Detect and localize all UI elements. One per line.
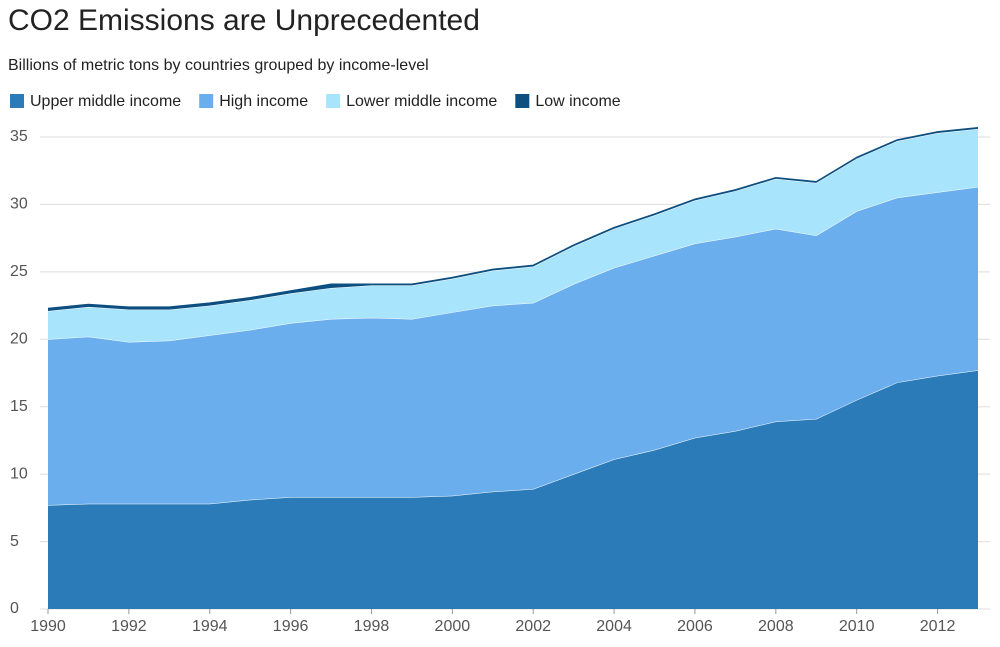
x-tick-label: 2012 <box>920 618 956 635</box>
legend-label: Low income <box>535 93 620 110</box>
area <box>48 128 978 342</box>
legend-label: High income <box>219 93 308 110</box>
x-tick-label: 1998 <box>354 618 390 635</box>
x-tick-label: 1996 <box>273 618 309 635</box>
x-tick-label: 1994 <box>192 618 228 635</box>
area-edge <box>47 127 979 309</box>
area <box>48 186 978 506</box>
legend-swatch <box>199 94 214 108</box>
chart-title: CO2 Emissions are Unprecedented <box>8 4 480 37</box>
y-tick-label: 25 <box>10 263 28 280</box>
x-tick-label: 1990 <box>30 618 66 635</box>
plot-area <box>47 127 979 609</box>
y-tick-label: 30 <box>10 196 28 213</box>
legend-swatch <box>515 94 530 108</box>
x-tick-label: 1992 <box>111 618 147 635</box>
x-tick-label: 2000 <box>435 618 471 635</box>
chart-subtitle: Billions of metric tons by countries gro… <box>8 57 429 74</box>
area <box>48 370 978 609</box>
x-tick-label: 2008 <box>758 618 794 635</box>
y-tick-label: 0 <box>10 600 19 617</box>
x-tick-label: 2006 <box>677 618 713 635</box>
y-tick-label: 15 <box>10 398 28 415</box>
x-tick-label: 2002 <box>515 618 551 635</box>
legend-label: Lower middle income <box>346 93 497 110</box>
legend: Upper middle income High income Lower midd… <box>10 93 621 110</box>
legend-swatch <box>326 94 341 108</box>
y-tick-label: 35 <box>10 128 28 145</box>
y-tick-label: 5 <box>10 533 19 550</box>
legend-swatch <box>10 94 24 108</box>
legend-label: Upper middle income <box>30 93 181 110</box>
x-tick-label: 2004 <box>596 618 632 635</box>
x-tick-label: 2010 <box>839 618 875 635</box>
area <box>48 127 978 311</box>
y-tick-label: 10 <box>10 465 28 482</box>
y-tick-label: 20 <box>10 331 28 348</box>
